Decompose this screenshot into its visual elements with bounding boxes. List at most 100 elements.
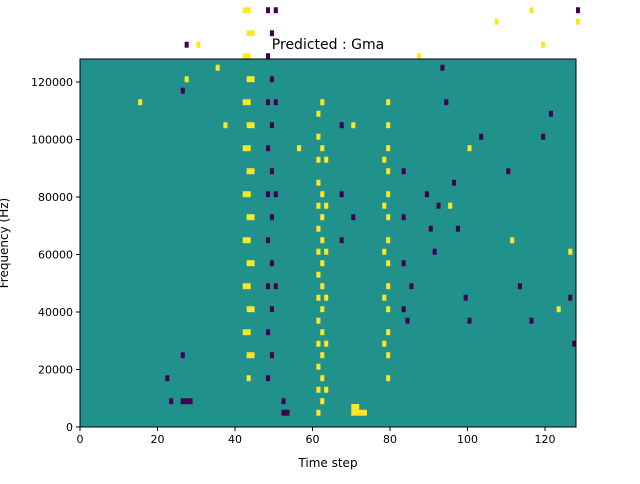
- heatmap-cell-positive: [316, 133, 321, 140]
- heatmap-cell-positive: [246, 145, 251, 152]
- x-tick-label: 40: [228, 433, 242, 446]
- heatmap-cell-positive: [386, 237, 391, 244]
- heatmap-cell-positive: [351, 404, 356, 410]
- heatmap-cell-positive: [246, 237, 251, 244]
- heatmap-cell-negative: [452, 179, 457, 186]
- heatmap-cell-negative: [273, 191, 278, 198]
- heatmap-cell-positive: [359, 409, 364, 416]
- heatmap-cell-negative: [269, 76, 274, 83]
- heatmap-cell-negative: [409, 283, 414, 290]
- heatmap-cell-positive: [242, 283, 247, 290]
- y-axis-label: Frequency (Hz): [0, 198, 11, 289]
- heatmap-cell-negative: [339, 191, 344, 198]
- heatmap-cell-negative: [401, 306, 406, 313]
- heatmap-cell-positive: [386, 260, 391, 267]
- heatmap-cell-positive: [246, 283, 251, 290]
- heatmap-cell-negative: [479, 133, 484, 140]
- heatmap-cell-positive: [246, 53, 251, 60]
- heatmap-cell-negative: [188, 398, 193, 405]
- heatmap-cell-positive: [386, 191, 391, 198]
- heatmap-cell-positive: [494, 18, 499, 25]
- heatmap-cell-negative: [269, 306, 274, 313]
- heatmap-cell-negative: [424, 191, 429, 198]
- heatmap-cell-negative: [548, 110, 553, 117]
- heatmap-cell-negative: [165, 375, 170, 382]
- heatmap-cell-positive: [448, 202, 453, 209]
- heatmap-cell-positive: [320, 237, 325, 244]
- heatmap-cell-positive: [246, 30, 251, 37]
- heatmap-cell-positive: [196, 41, 201, 48]
- x-axis-label: Time step: [297, 456, 357, 470]
- heatmap-cell-positive: [320, 375, 325, 382]
- heatmap-cell-positive: [541, 41, 546, 48]
- heatmap-cell-positive: [324, 202, 329, 209]
- heatmap-cell-negative: [428, 225, 433, 232]
- heatmap-cell-positive: [184, 76, 189, 83]
- heatmap-cell-negative: [572, 340, 577, 347]
- plot-frame: [79, 58, 577, 428]
- heatmap-cell-positive: [386, 99, 391, 106]
- heatmap-cell-positive: [386, 329, 391, 336]
- heatmap-cell-negative: [266, 99, 271, 106]
- heatmap-cell-positive: [320, 398, 325, 405]
- heatmap-cell-positive: [242, 191, 247, 198]
- heatmap-cell-positive: [242, 329, 247, 336]
- heatmap-cell-positive: [320, 283, 325, 290]
- heatmap-cell-negative: [401, 260, 406, 267]
- heatmap-cell-negative: [169, 398, 174, 405]
- heatmap-cells: [80, 7, 581, 427]
- heatmap-cell-negative: [273, 99, 278, 106]
- heatmap-cell-positive: [355, 404, 360, 410]
- heatmap-cell-positive: [386, 145, 391, 152]
- heatmap-cell-positive: [246, 168, 251, 175]
- heatmap-cell-negative: [184, 398, 189, 405]
- heatmap-cell-positive: [386, 306, 391, 313]
- heatmap-cell-positive: [351, 122, 356, 129]
- heatmap-cell-positive: [138, 99, 143, 106]
- y-tick-label: 100000: [31, 134, 73, 147]
- heatmap-cell-positive: [362, 409, 367, 416]
- heatmap-cell-positive: [324, 294, 329, 301]
- chart-title: Predicted : Gma: [272, 37, 384, 53]
- heatmap-cell-positive: [246, 306, 251, 313]
- x-tick-label: 100: [457, 433, 478, 446]
- heatmap-background: [80, 59, 576, 427]
- heatmap-cell-positive: [250, 214, 255, 221]
- heatmap-cell-positive: [250, 306, 255, 313]
- y-tick-label: 80000: [38, 191, 73, 204]
- x-tick-label: 60: [306, 433, 320, 446]
- heatmap-cell-positive: [316, 386, 321, 393]
- heatmap-cell-positive: [510, 237, 515, 244]
- heatmap-cell-positive: [386, 122, 391, 129]
- heatmap-cell-positive: [246, 260, 251, 267]
- heatmap-cell-negative: [455, 225, 460, 232]
- x-tick-label: 20: [151, 433, 165, 446]
- heatmap-cell-negative: [467, 317, 472, 324]
- heatmap-cell-negative: [273, 283, 278, 290]
- heatmap-cell-positive: [382, 340, 387, 347]
- heatmap-cell-positive: [246, 375, 251, 382]
- heatmap-cell-positive: [417, 53, 422, 60]
- heatmap-cell-positive: [316, 110, 321, 117]
- heatmap-cell-positive: [568, 248, 573, 255]
- heatmap-cell-negative: [351, 214, 356, 221]
- heatmap-cell-positive: [316, 202, 321, 209]
- heatmap-cell-positive: [246, 99, 251, 106]
- heatmap-cell-negative: [273, 7, 278, 14]
- heatmap-cell-negative: [180, 398, 185, 405]
- heatmap-cell-negative: [517, 283, 522, 290]
- x-tick-label: 120: [535, 433, 556, 446]
- heatmap-cell-positive: [324, 386, 329, 393]
- heatmap-cell-negative: [266, 283, 271, 290]
- heatmap-cell-negative: [568, 294, 573, 301]
- heatmap-cell-positive: [316, 409, 321, 416]
- heatmap-cell-positive: [320, 191, 325, 198]
- heatmap-cell-positive: [316, 248, 321, 255]
- heatmap-cell-positive: [351, 409, 356, 416]
- heatmap-cell-negative: [269, 260, 274, 267]
- heatmap-cell-negative: [401, 214, 406, 221]
- heatmap-cell-positive: [386, 283, 391, 290]
- heatmap-cell-negative: [266, 7, 271, 14]
- heatmap-cell-negative: [180, 352, 185, 359]
